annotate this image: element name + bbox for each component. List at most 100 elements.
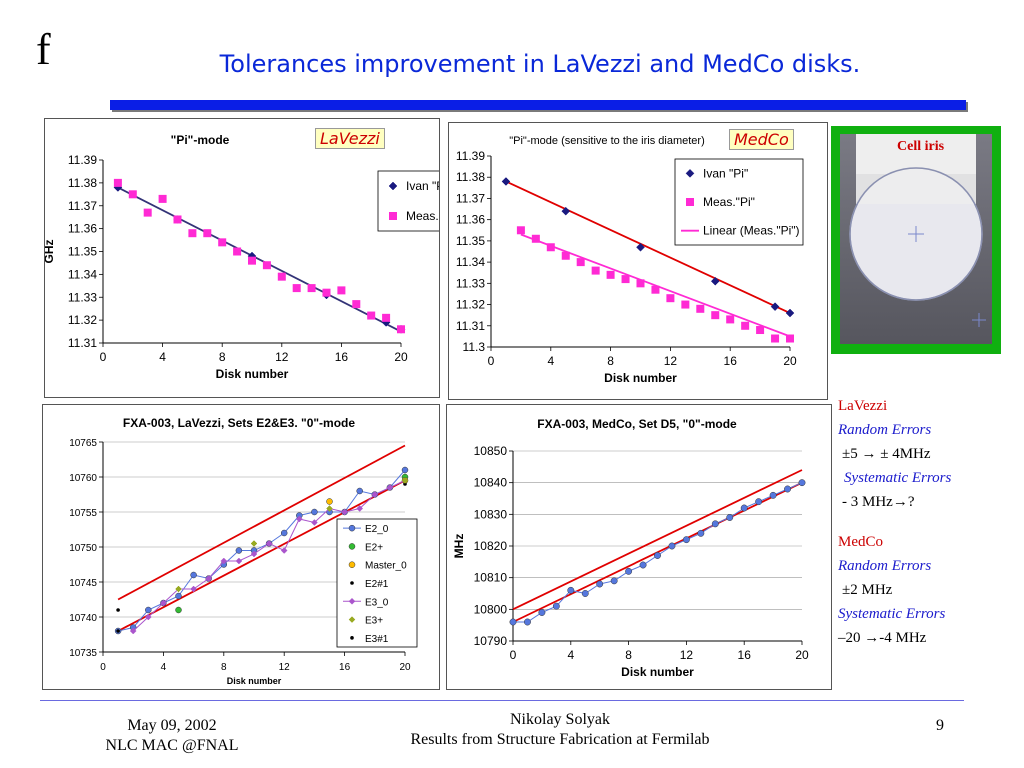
y-tick-label: 10735 [69, 648, 97, 659]
data-point [367, 311, 376, 320]
legend-entry: Ivan "Pi" [406, 179, 439, 193]
chart-panel-lavezzi-pi: "Pi"-mode 11.31 11.32 11.33 11.34 11.35 11.36 1… [44, 118, 440, 398]
data-point [205, 575, 213, 582]
y-tick-label: 10790 [474, 634, 508, 648]
y-tick-label: 11.37 [68, 199, 97, 213]
legend-swatch [350, 581, 354, 585]
data-point [726, 315, 735, 324]
data-point [516, 226, 525, 235]
medco-tag: MedCo [729, 129, 794, 150]
data-point [509, 618, 517, 626]
data-point [143, 208, 152, 217]
data-point [158, 194, 167, 203]
chart-lavezzi-zero-svg: FXA-003, LaVezzi, Sets E2&E3. "0"-mode 10… [69, 416, 418, 686]
legend-entry: E2+ [365, 542, 383, 553]
slide-title: Tolerances improvement in LaVezzi and Me… [219, 50, 861, 78]
data-point [307, 284, 316, 293]
data-point [531, 234, 540, 243]
data-point [397, 325, 405, 334]
y-axis-label: MHz [452, 534, 466, 559]
data-point [636, 279, 645, 288]
data-point [190, 571, 197, 579]
data-point [524, 618, 531, 626]
legend-entry: E3+ [365, 616, 383, 627]
data-point [113, 178, 122, 187]
data-point [175, 585, 182, 593]
y-tick-label: 11.34 [68, 267, 97, 281]
data-point [248, 256, 256, 265]
data-point [129, 627, 137, 635]
y-tick-label: 10765 [69, 438, 97, 449]
data-point [144, 613, 152, 621]
y-tick-label: 11.31 [456, 319, 485, 333]
legend-entry: E3#1 [365, 634, 389, 645]
fit-line [117, 479, 406, 632]
data-point [265, 540, 273, 547]
data-point [606, 270, 615, 279]
y-tick-label: 10745 [69, 578, 97, 589]
data-point [295, 515, 303, 523]
series-linear-fit [520, 233, 791, 338]
legend-swatch [348, 561, 356, 568]
y-tick-label: 11.39 [68, 153, 97, 167]
x-tick-label: 20 [783, 354, 797, 368]
data-point [190, 585, 197, 593]
data-point [561, 251, 570, 260]
data-point [371, 491, 379, 498]
y-tick-label: 11.34 [456, 255, 485, 269]
legend-swatch [350, 636, 354, 640]
chart-lavezzi-pi-svg: "Pi"-mode 11.31 11.32 11.33 11.34 11.35 11.36 1… [45, 133, 439, 381]
data-point [538, 609, 546, 616]
x-tick-label: 0 [100, 350, 107, 364]
data-point [128, 190, 137, 199]
data-point [280, 529, 288, 537]
data-point [403, 482, 407, 486]
data-point [386, 484, 394, 491]
data-point [651, 285, 660, 294]
data-point [250, 540, 258, 547]
data-point [501, 177, 511, 186]
note-medco-random-value: ±2 MHz [842, 582, 893, 598]
data-point [740, 504, 748, 512]
footer-date-venue: May 09, 2002 NLC MAC @FNAL [62, 716, 282, 756]
note-lavezzi-random-value: ±5 → ± 4MHz [842, 446, 931, 462]
legend-entry: Linear (Meas."Pi") [703, 224, 800, 238]
legend-swatch [348, 597, 356, 605]
tolerance-notes: LaVezzi Random Errors ±5 → ± 4MHz System… [838, 394, 951, 650]
data-point [188, 229, 197, 238]
x-tick-label: 12 [275, 350, 289, 364]
y-tick-label: 10820 [474, 539, 508, 553]
data-point [741, 321, 750, 330]
x-tick-label: 12 [680, 648, 694, 662]
data-point [292, 284, 301, 293]
y-tick-label: 11.39 [456, 149, 485, 163]
data-point [337, 286, 346, 295]
data-point [756, 326, 765, 335]
data-point [770, 302, 780, 312]
footer-divider [40, 700, 964, 701]
data-point [639, 561, 647, 569]
data-point [220, 557, 228, 565]
footer-page-number: 9 [936, 717, 944, 734]
data-point [235, 547, 243, 554]
cell-iris-photo [840, 134, 992, 344]
x-tick-label: 16 [339, 662, 351, 673]
x-tick-label: 8 [219, 350, 226, 364]
data-point [576, 258, 585, 267]
chart-panel-medco-zero: FXA-003, MedCo, Set D5, "0"-mode 10790 108… [446, 404, 832, 690]
x-tick-label: 0 [100, 662, 106, 673]
cell-iris-label: Cell iris [897, 139, 945, 154]
x-tick-label: 12 [664, 354, 678, 368]
data-point [696, 304, 705, 313]
data-point [784, 485, 791, 493]
data-point [567, 586, 575, 594]
data-point [621, 275, 630, 284]
y-tick-label: 10830 [474, 507, 508, 521]
data-point [233, 247, 242, 256]
y-tick-label: 11.3 [463, 340, 486, 354]
legend-entry: Meas."Pi" [406, 209, 439, 223]
chart-medco-zero-svg: FXA-003, MedCo, Set D5, "0"-mode 10790 108… [452, 417, 809, 679]
data-point [711, 520, 719, 528]
note-lavezzi-random-label: Random Errors [838, 422, 932, 438]
x-tick-label: 8 [607, 354, 614, 368]
